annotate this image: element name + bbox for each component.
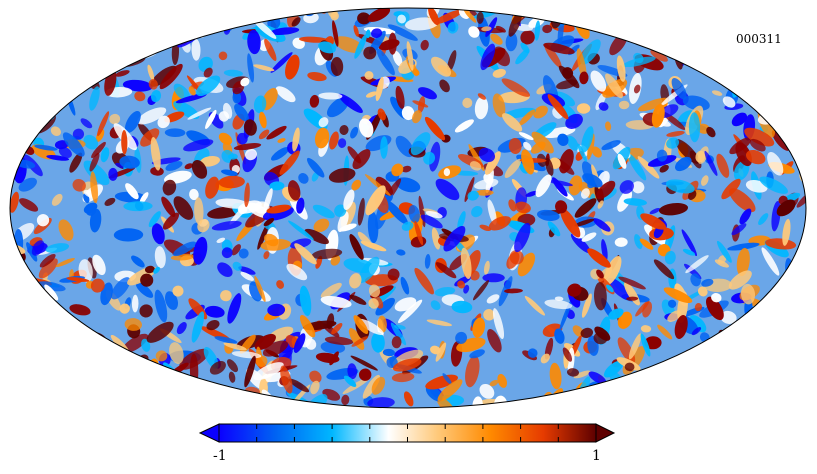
map-id-label: 000311 <box>736 32 782 46</box>
colorbar-ticks <box>256 424 559 442</box>
colorbar-min-label: -1 <box>213 448 227 464</box>
map-outline <box>9 7 807 409</box>
colorbar-max-label: 1 <box>592 448 601 464</box>
colorbar-left-arrow <box>198 423 220 443</box>
sky-map-field <box>10 8 806 408</box>
colorbar <box>198 423 616 443</box>
colorbar-right-arrow <box>595 423 616 443</box>
